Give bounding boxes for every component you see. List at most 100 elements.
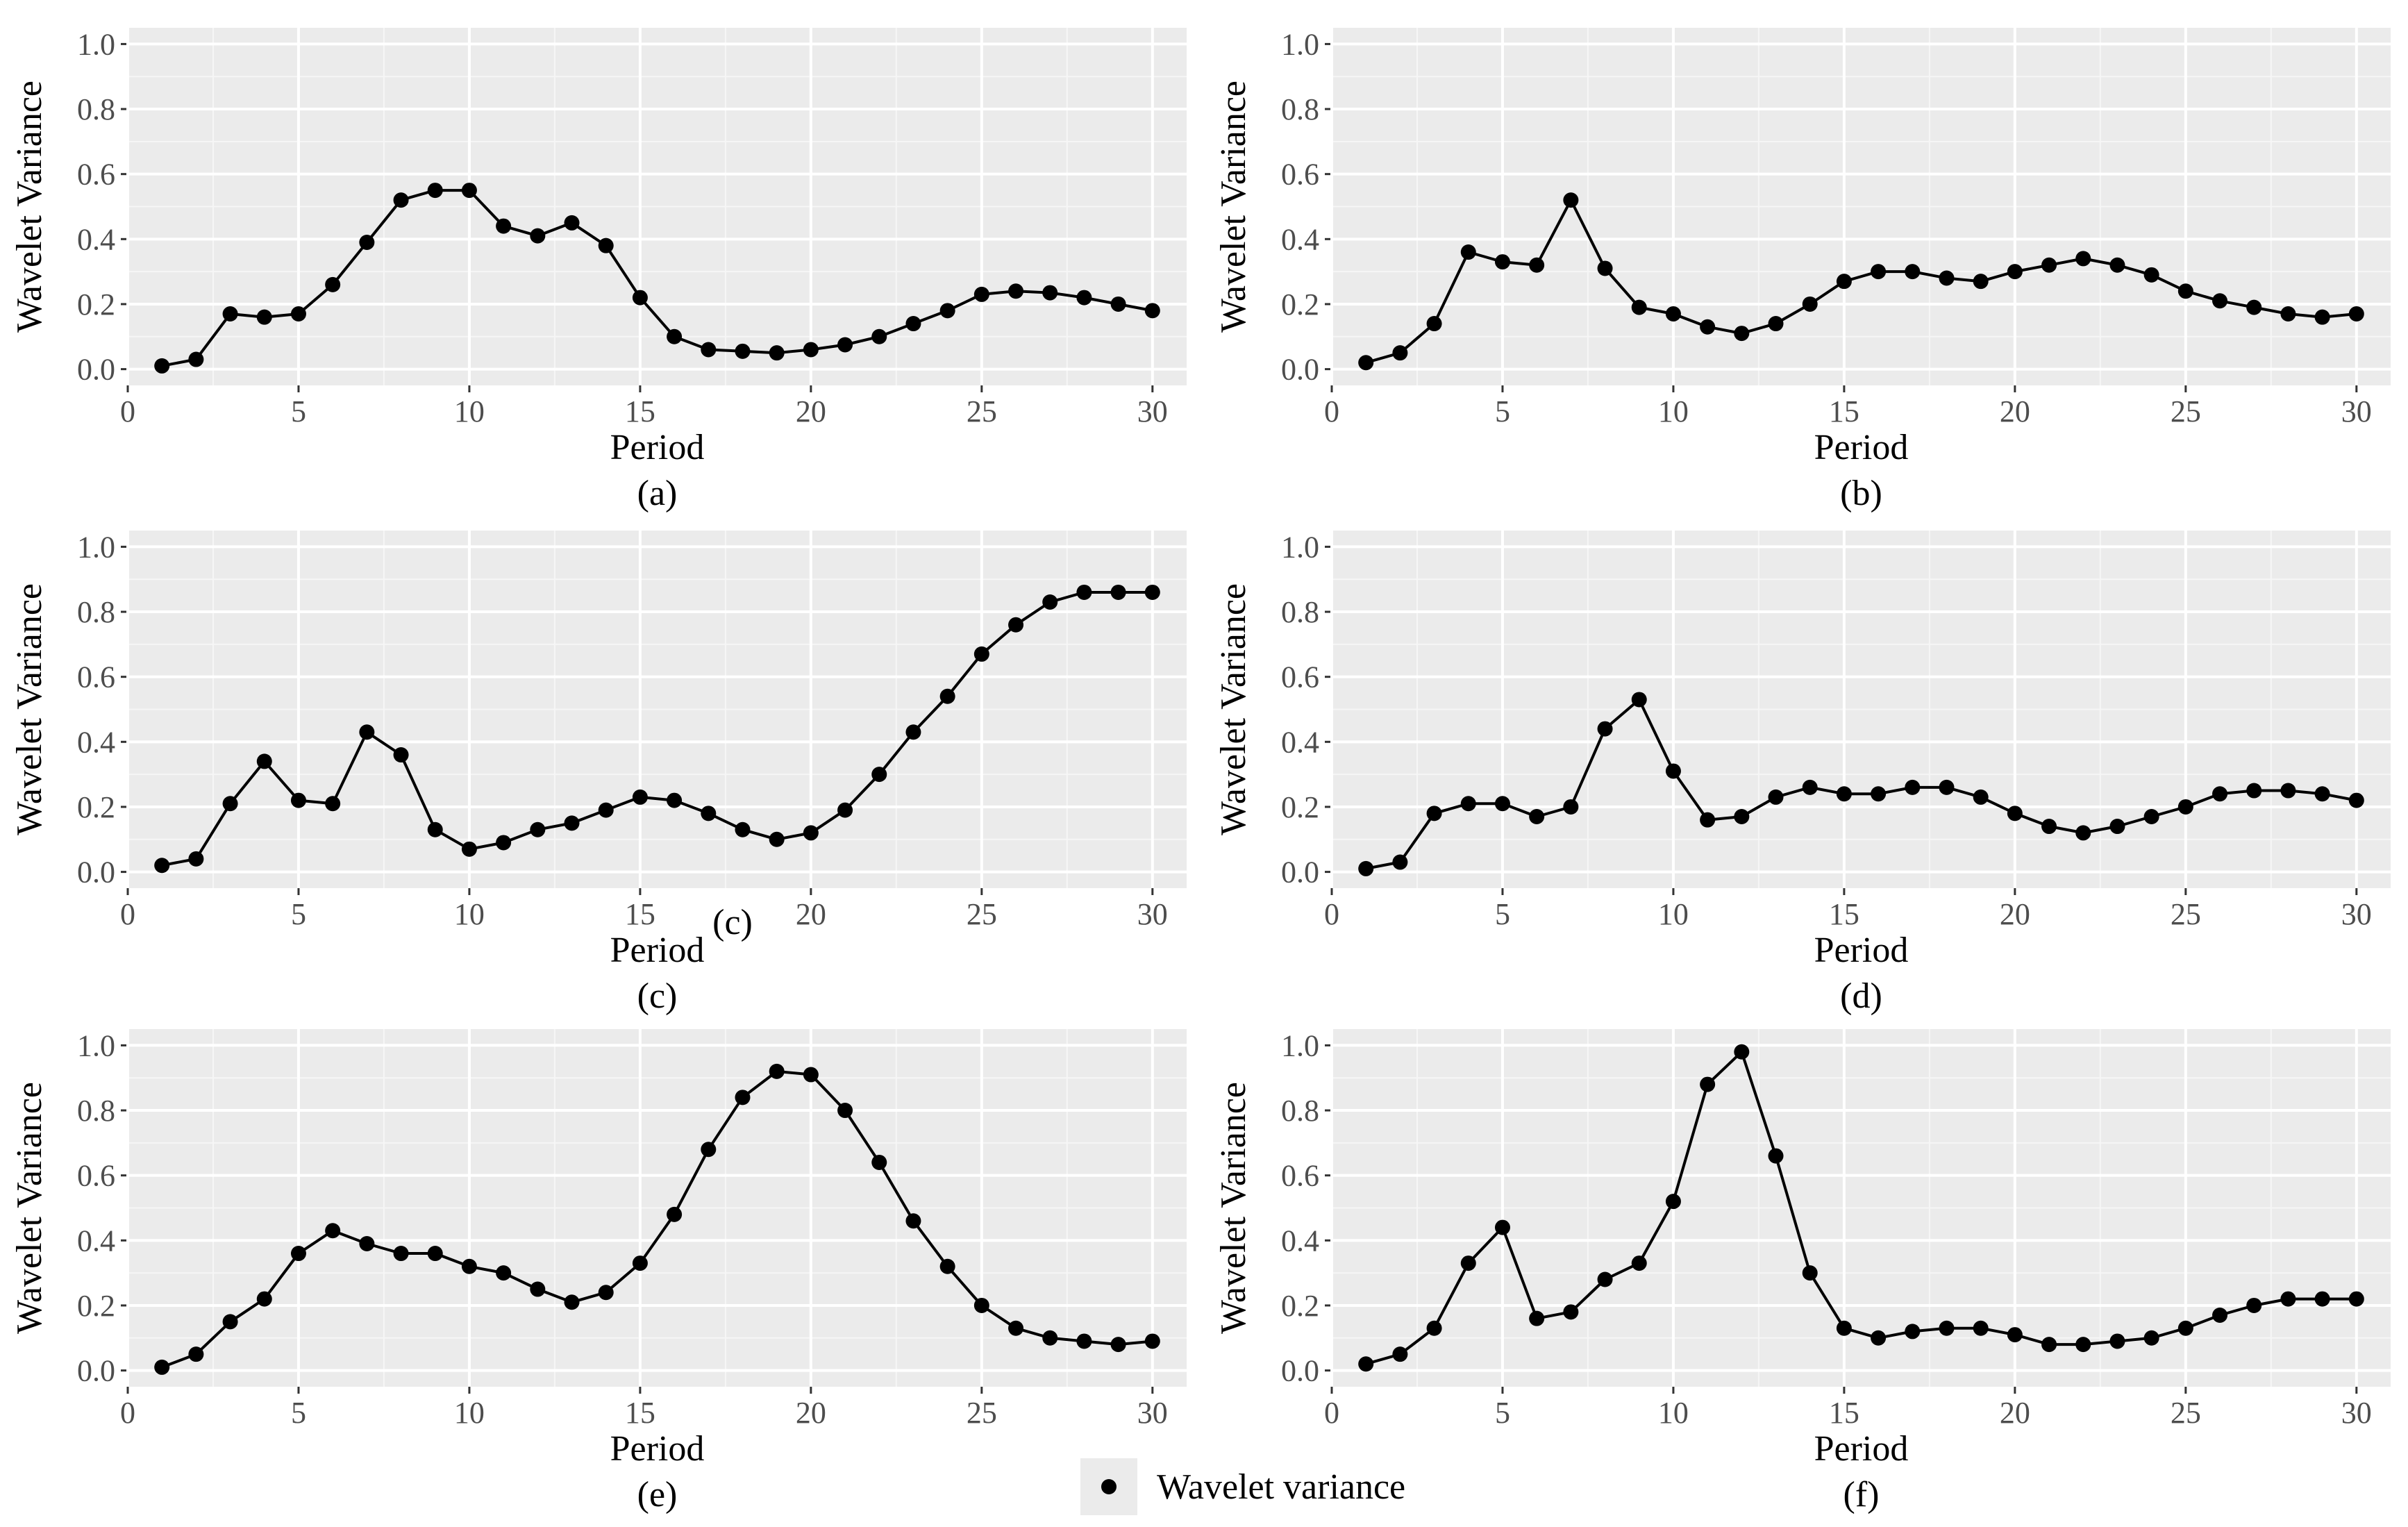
x-tick-label: 25 (2171, 897, 2201, 931)
data-point (735, 343, 751, 359)
data-point (1392, 345, 1408, 361)
y-tick-label: 0.6 (1281, 1159, 1319, 1193)
y-tick-label: 1.0 (77, 1028, 115, 1062)
data-point (188, 351, 204, 367)
data-point (1426, 806, 1442, 821)
x-tick-label: 20 (796, 1396, 826, 1430)
data-point (1631, 692, 1647, 708)
y-tick-label: 0.6 (1281, 158, 1319, 192)
data-point (393, 747, 409, 763)
data-point (1973, 789, 1989, 805)
data-point (1494, 254, 1510, 270)
y-tick-label: 0.2 (77, 287, 115, 322)
chart-panel-a: 0.0 0.2 0.4 0.6 0.8 1.0 0 5 10 15 20 25 30 Period Wave… (10, 27, 1187, 513)
data-point (222, 796, 238, 812)
data-point (1734, 809, 1750, 824)
data-point (1768, 1148, 1784, 1164)
data-point (2007, 264, 2023, 280)
x-axis-title: Period (610, 1429, 705, 1469)
x-axis-title: Period (610, 428, 705, 467)
y-tick-label: 0.4 (1281, 725, 1319, 759)
data-point (1939, 1320, 1955, 1336)
y-tick-label: 0.6 (77, 660, 115, 694)
y-tick-label: 0.2 (1281, 790, 1319, 824)
data-point (1460, 244, 1476, 260)
data-point (1426, 1320, 1442, 1336)
x-tick-label: 15 (1829, 897, 1859, 931)
data-point (564, 1294, 580, 1310)
x-tick-label: 5 (291, 1396, 306, 1430)
legend: Wavelet variance (1080, 1458, 1405, 1515)
x-tick-label: 15 (625, 897, 655, 931)
y-tick-label: 0.0 (77, 856, 115, 890)
y-tick-label: 1.0 (1281, 530, 1319, 564)
x-tick-label: 5 (1495, 394, 1510, 428)
x-tick-label: 10 (1658, 897, 1689, 931)
data-point (1076, 290, 1092, 306)
data-point (2348, 1291, 2364, 1307)
data-point (2314, 786, 2330, 802)
data-point (1110, 1337, 1126, 1353)
x-tick-label: 5 (1495, 897, 1510, 931)
data-point (871, 328, 887, 344)
data-point (701, 1142, 717, 1158)
data-point (667, 1206, 683, 1222)
data-point (1700, 1076, 1716, 1092)
data-point (1563, 799, 1579, 815)
legend-label: Wavelet variance (1157, 1467, 1405, 1507)
data-point (290, 792, 306, 808)
data-point (871, 1154, 887, 1170)
x-tick-label: 0 (1324, 394, 1339, 428)
data-point (1042, 594, 1058, 610)
data-point (359, 1236, 375, 1251)
data-point (2041, 819, 2057, 835)
x-tick-label: 20 (796, 394, 826, 428)
x-tick-label: 30 (1137, 1396, 1168, 1430)
y-tick-label: 0.4 (77, 725, 115, 759)
x-tick-label: 10 (1658, 1396, 1689, 1430)
data-point (1802, 1265, 1818, 1281)
x-tick-label: 25 (2171, 1396, 2201, 1430)
data-point (154, 858, 170, 874)
data-point (2007, 806, 2023, 821)
data-point (1042, 285, 1058, 301)
data-point (2075, 825, 2091, 841)
x-tick-label: 20 (2000, 394, 2030, 428)
data-point (1597, 721, 1613, 737)
x-tick-label: 0 (120, 1396, 135, 1430)
data-point (1734, 1044, 1750, 1060)
data-point (939, 303, 955, 319)
data-point (1460, 796, 1476, 812)
data-point (1529, 257, 1545, 273)
data-point (496, 1265, 512, 1281)
data-point (1631, 1255, 1647, 1271)
x-tick-label: 25 (967, 1396, 997, 1430)
data-point (2314, 1291, 2330, 1307)
data-point (2109, 819, 2125, 835)
data-point (1597, 1271, 1613, 1287)
data-point (1665, 306, 1681, 322)
data-point (188, 1346, 204, 1362)
data-point (769, 1063, 785, 1079)
data-point (2314, 309, 2330, 325)
data-point (2177, 799, 2193, 815)
data-point (2143, 1330, 2159, 1346)
data-point (2348, 306, 2364, 322)
data-point (1836, 274, 1852, 290)
data-point (1563, 192, 1579, 208)
x-tick-label: 0 (120, 897, 135, 931)
data-point (1973, 274, 1989, 290)
data-point (359, 724, 375, 740)
data-point (2075, 251, 2091, 267)
data-point (222, 1314, 238, 1330)
y-tick-label: 0.8 (77, 1094, 115, 1128)
data-point (359, 235, 375, 250)
data-point (496, 835, 512, 851)
data-point (939, 688, 955, 704)
data-point (1529, 809, 1545, 824)
y-tick-label: 0.4 (77, 1224, 115, 1258)
data-point (667, 328, 683, 344)
data-point (461, 183, 477, 199)
data-point (256, 1291, 272, 1307)
x-tick-label: 0 (1324, 1396, 1339, 1430)
